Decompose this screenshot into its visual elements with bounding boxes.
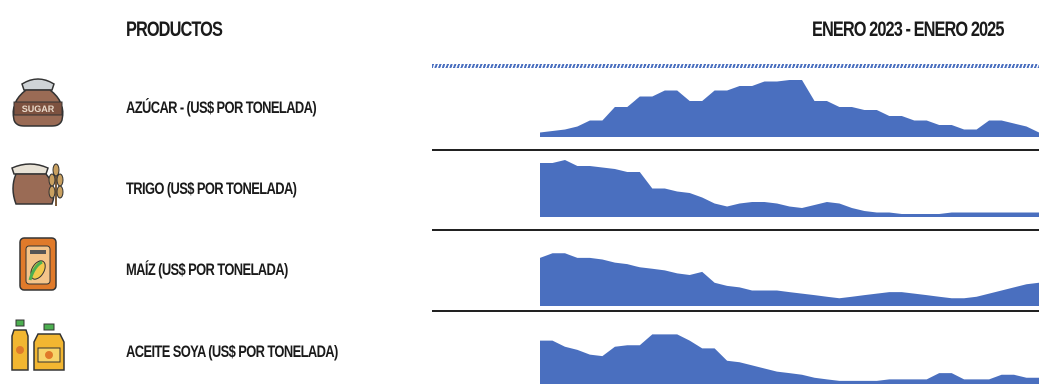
sugar-sack-icon: SUGAR [12,78,64,127]
divider-3 [432,310,1039,312]
area-series-corn [540,253,1039,306]
top-stripe [432,64,1039,68]
area-series-soy-oil [540,334,1039,384]
divider-1 [432,149,1039,151]
product-label-corn: MAÍZ (US$ POR TONELADA) [126,260,288,279]
area-series-wheat [540,160,1039,217]
svg-text:SUGAR: SUGAR [22,104,55,114]
product-label-wheat: TRIGO (US$ POR TONELADA) [126,179,297,198]
wheat-sack-icon [11,163,64,206]
date-range-header: ENERO 2023 - ENERO 2025 [812,18,1004,41]
divider-2 [432,229,1039,231]
products-header: PRODUCTOS [126,18,223,41]
area-series-sugar [540,80,1039,137]
product-label-sugar: AZÚCAR - (US$ POR TONELADA) [126,98,317,117]
corn-bag-icon [19,237,57,291]
product-label-soy-oil: ACEITE SOYA (US$ POR TONELADA) [126,342,338,361]
soybean-oil-bottles-icon [11,319,65,371]
